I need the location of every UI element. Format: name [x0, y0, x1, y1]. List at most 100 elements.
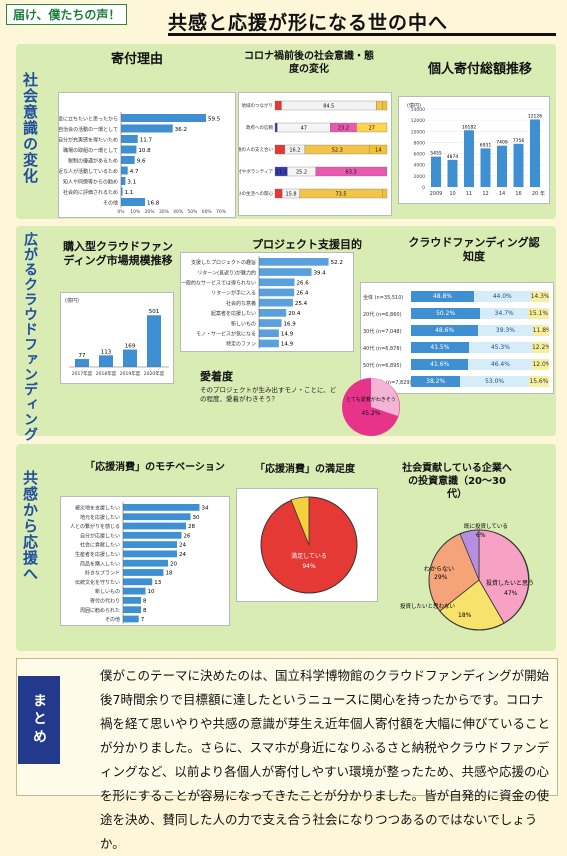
bar-value: 9.6 [137, 158, 146, 164]
attachment-pie-svg [340, 376, 402, 438]
bar [259, 289, 294, 297]
bar [431, 157, 441, 187]
purpose-title: プロジェクト支援目的 [232, 236, 382, 252]
bar-value: 13 [154, 580, 161, 586]
awareness-segment: 48.6% [411, 325, 478, 336]
bar-value: 10.8 [138, 148, 151, 154]
bar-value: 10182 [462, 124, 476, 130]
stack-value: 27 [369, 126, 375, 132]
awareness-segment: 14.3% [531, 291, 549, 302]
bar [123, 541, 177, 548]
axis-tick: 8000 [414, 140, 426, 146]
bar-value: 5455 [430, 151, 442, 157]
bar-label: 商品を購入したい [80, 560, 120, 567]
market-title: 購入型クラウドファンディング市場規模推移 [58, 240, 178, 268]
bar [121, 146, 136, 154]
covid-title: コロナ禍前後の社会意識・態度の変化 [244, 50, 374, 76]
awareness-segment: 44.0% [474, 291, 531, 302]
awareness-segment: 50.2% [411, 308, 480, 319]
bar-value: 52.2 [331, 260, 343, 266]
axis-tick: 10% [130, 209, 141, 215]
investment-chart: わからない 29% 投資したいと思わない 18% 投資したいと思う 47% 既に… [404, 520, 554, 640]
reasons-chart-svg: 社会の役に立ちたいと思ったから59.5町内会・自治会の活動の一環として36.2自… [59, 93, 235, 217]
stack-value: 14 [375, 148, 381, 154]
unit-label: (億円) [65, 297, 79, 304]
bar-label: その他 [105, 616, 120, 623]
stack-label: 普通の人の支え合い [239, 146, 273, 153]
axis-unit: 年 [540, 190, 545, 197]
axis-tick: 50% [187, 209, 198, 215]
attachment-title: 愛着度 [200, 368, 250, 384]
bar [121, 177, 125, 185]
awareness-row: 50代 (n=6,895)41.6%46.4%12.0% [361, 359, 551, 371]
bar-value: 24 [179, 552, 186, 558]
satisfaction-slice-label: 満足している [277, 551, 341, 560]
bar-value: 28 [188, 524, 195, 530]
bar-value: 24 [179, 543, 186, 549]
bar [121, 135, 138, 143]
bar [448, 160, 458, 187]
awareness-segment: 15.1% [528, 308, 549, 319]
stack-value: 11.1 [276, 170, 287, 176]
awareness-segment: 15.6% [529, 376, 549, 387]
bar-label: 起案者を応援したい [211, 310, 256, 317]
reasons-chart: 社会の役に立ちたいと思ったから59.5町内会・自治会の活動の一環として36.2自… [58, 92, 236, 218]
bar-value: 26 [184, 533, 191, 539]
stack-value: 25.2 [296, 170, 307, 176]
axis-tick: 4000 [414, 163, 426, 169]
attachment-question: そのプロジェクトが生み出すモノ・ことに、どの程度、愛着がわきそう？ [200, 386, 340, 404]
bar-label: 社会の役に立ちたいと思ったから [59, 115, 118, 122]
awareness-row: 全体 (n=35,510)48.8%44.0%14.3% [361, 291, 551, 303]
bar [123, 588, 146, 595]
satisfaction-pie-svg [237, 489, 377, 601]
bar-label: 社会的な意義 [226, 300, 256, 307]
bar-label: 職場の取組の一環として [63, 147, 118, 154]
stack-segment [376, 101, 383, 110]
bar-value: 169 [125, 344, 136, 350]
bar-value: 7 [141, 617, 145, 623]
satisfaction-chart: 満足している 94% [236, 488, 378, 602]
bar-label: 寄付の代わり [90, 598, 120, 605]
bar-value: 26.6 [296, 281, 309, 287]
bar-value: 12126 [528, 113, 542, 119]
bar-label: その他 [103, 199, 118, 206]
awareness-row-label: 50代 (n=6,895) [363, 362, 402, 369]
bar [123, 551, 177, 558]
attachment-pie-value: 45.2% [346, 410, 396, 417]
axis-tick: 0% [117, 209, 125, 215]
bar-value: 16.8 [147, 200, 160, 206]
section3-label: 共感から応援へ [20, 470, 41, 582]
donation-chart-svg: 0200040006000800010000120001400054552009… [399, 97, 549, 203]
bar [464, 130, 474, 187]
bar-label: 社会に貢献したい [80, 542, 120, 549]
bar [259, 299, 293, 307]
bar-value: 7756 [513, 138, 525, 144]
axis-tick: 2009 [430, 191, 443, 197]
awareness-segment: 38.2% [411, 376, 460, 387]
bar [123, 606, 141, 613]
axis-tick: 40% [173, 209, 184, 215]
bar-value: 39.4 [314, 270, 327, 276]
stack-segment [275, 123, 277, 132]
bar-label: 身近な人が活動しているため [59, 168, 118, 175]
bar-value: 30 [193, 515, 200, 521]
axis-tick: 70% [216, 209, 227, 215]
bar [123, 616, 139, 623]
investment-label-3: 既に投資している [464, 522, 508, 530]
summary-label: まとめ [18, 676, 60, 764]
axis-tick: 2019年度 [120, 370, 141, 377]
stack-label: 政府への信頼 [246, 124, 273, 131]
bar-value: 113 [101, 349, 112, 355]
bar-label: 特定のファン [226, 341, 256, 348]
axis-tick: 10000 [411, 129, 425, 135]
stack-value: 23.2 [338, 126, 349, 132]
stack-value: 84.5 [323, 104, 334, 110]
bar-label: 地元を応援したい [80, 514, 120, 521]
investment-value-0: 29% [434, 574, 447, 581]
title-underline [168, 33, 556, 36]
bar [259, 258, 329, 266]
